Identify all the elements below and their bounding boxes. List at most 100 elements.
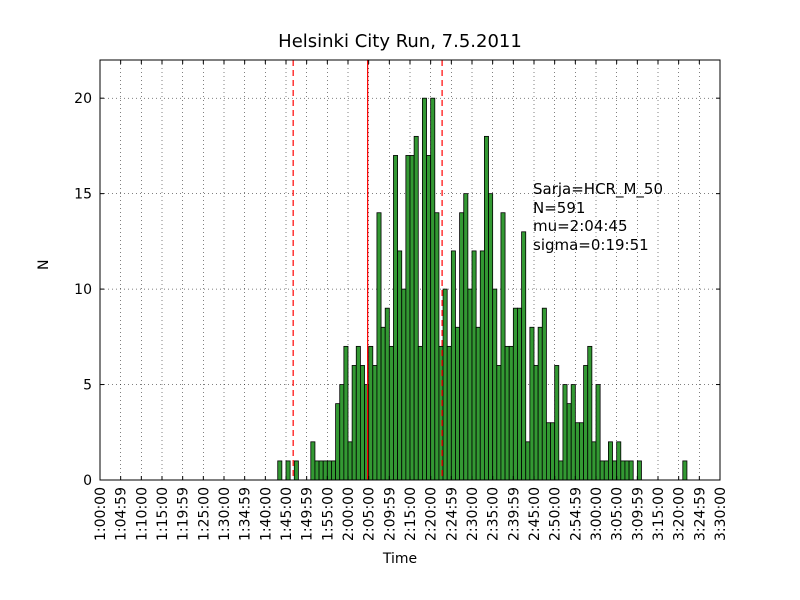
stats-sigma: sigma=0:19:51 <box>533 235 649 254</box>
histogram-bar <box>587 345 593 481</box>
y-tick-label: 15 <box>74 187 92 203</box>
x-tick-label: 3:20:00 <box>672 487 688 541</box>
histogram-bar <box>463 193 469 481</box>
histogram-bar <box>591 441 597 481</box>
histogram-bar <box>512 307 518 481</box>
histogram-bar <box>603 460 609 481</box>
x-tick-label: 2:00:00 <box>341 487 357 541</box>
stats-mean: mu=2:04:45 <box>533 217 628 235</box>
histogram-bar <box>492 288 498 481</box>
histogram-bar <box>616 441 622 481</box>
histogram-bar <box>397 250 403 481</box>
histogram-bar <box>417 345 423 481</box>
x-tick-label: 2:05:00 <box>362 487 378 541</box>
x-tick-label: 1:45:00 <box>279 487 295 541</box>
x-tick-label: 1:00:00 <box>93 487 109 541</box>
y-axis-label: N <box>36 259 52 270</box>
histogram-bar <box>488 193 494 481</box>
histogram-bar <box>326 460 332 481</box>
histogram-bar <box>459 212 465 481</box>
x-tick-label: 2:30:00 <box>465 487 481 541</box>
histogram-bar <box>343 345 349 481</box>
histogram-bar <box>533 365 539 481</box>
histogram-bar <box>455 326 461 481</box>
histogram-bar <box>277 460 283 481</box>
histogram-bar <box>595 384 601 481</box>
x-tick-label: 1:55:00 <box>320 487 336 541</box>
histogram-bar <box>351 365 357 481</box>
histogram-bar <box>483 135 489 481</box>
histogram-bar <box>318 460 324 481</box>
histogram-bar <box>430 97 436 481</box>
y-tick-label: 10 <box>74 282 92 298</box>
histogram-bar <box>426 155 432 481</box>
y-tick-label: 0 <box>83 473 92 489</box>
x-tick-label: 2:24:59 <box>444 487 460 541</box>
histogram-bar <box>355 345 361 481</box>
histogram-bar <box>558 460 564 481</box>
histogram-bar <box>442 288 448 481</box>
x-tick-label: 1:49:59 <box>300 487 316 541</box>
histogram-bar <box>541 307 547 481</box>
histogram-bar <box>599 460 605 481</box>
histogram-bar <box>409 155 415 481</box>
histogram-bar <box>368 345 374 481</box>
histogram-bar <box>384 307 390 481</box>
histogram-bar <box>405 155 411 481</box>
histogram-bar <box>628 460 634 481</box>
histogram-bar <box>393 155 399 481</box>
histogram-bar <box>446 345 452 481</box>
histogram-bar <box>322 460 328 481</box>
x-tick-label: 1:19:59 <box>176 487 192 541</box>
histogram-bar <box>293 460 299 481</box>
histogram-bar <box>562 384 568 481</box>
histogram-bar <box>479 250 485 481</box>
x-tick-label: 3:05:00 <box>610 487 626 541</box>
histogram-bar <box>566 403 572 481</box>
histogram-bar <box>401 288 407 481</box>
histogram-bar <box>583 365 589 481</box>
x-tick-label: 2:45:00 <box>527 487 543 541</box>
histogram-bar <box>359 365 365 481</box>
x-tick-label: 3:30:00 <box>713 487 729 541</box>
histogram-bar <box>608 441 613 481</box>
x-tick-label: 2:54:59 <box>568 487 584 541</box>
histogram-bar <box>682 460 688 481</box>
histogram-bar <box>314 460 320 481</box>
y-tick-label: 5 <box>83 378 92 394</box>
histogram-bar <box>574 422 580 481</box>
histogram-bar <box>554 365 560 481</box>
x-tick-label: 3:00:00 <box>589 487 605 541</box>
histogram-bar <box>450 250 456 481</box>
histogram-bar <box>413 135 419 481</box>
x-tick-label: 1:25:00 <box>196 487 212 541</box>
histogram-bar <box>372 365 378 481</box>
histogram-bar <box>504 345 510 481</box>
histogram-bar <box>570 384 576 481</box>
x-tick-label: 3:09:59 <box>630 487 646 541</box>
x-tick-label: 1:34:59 <box>238 487 254 541</box>
histogram-bar <box>331 460 337 481</box>
histogram-bar <box>380 326 386 481</box>
histogram-bar <box>496 365 502 481</box>
x-tick-label: 3:15:00 <box>651 487 667 541</box>
y-tick-label: 20 <box>74 91 92 107</box>
histogram-bar <box>376 212 382 481</box>
x-tick-label: 1:15:00 <box>155 487 171 541</box>
histogram-bar <box>517 307 523 481</box>
histogram-bar <box>285 460 291 481</box>
histogram-bar <box>624 460 630 481</box>
x-axis-label: Time <box>382 551 418 567</box>
histogram-bar <box>388 345 394 481</box>
x-tick-label: 2:15:00 <box>403 487 419 541</box>
stats-count: N=591 <box>533 198 586 217</box>
histogram-bar <box>471 250 477 481</box>
histogram-bar <box>335 403 341 481</box>
histogram-bar <box>537 326 543 481</box>
histogram-bar <box>310 441 316 481</box>
histogram-bar <box>521 231 527 481</box>
x-tick-label: 1:04:59 <box>114 487 130 541</box>
x-tick-label: 2:20:00 <box>424 487 440 541</box>
x-tick-label: 1:30:00 <box>217 487 233 541</box>
